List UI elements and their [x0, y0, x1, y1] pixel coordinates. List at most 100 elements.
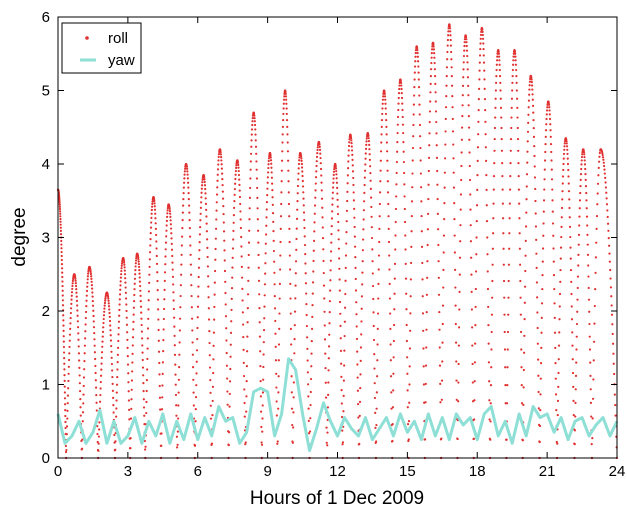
roll-point: [329, 259, 332, 262]
roll-point: [336, 212, 340, 216]
roll-point: [340, 402, 343, 405]
roll-point: [248, 229, 251, 232]
roll-point: [446, 58, 449, 61]
roll-point: [462, 54, 466, 58]
roll-point: [161, 384, 164, 387]
roll-point: [141, 337, 144, 340]
roll-point: [89, 270, 92, 274]
roll-point: [277, 391, 280, 394]
roll-point: [297, 172, 300, 175]
roll-point: [83, 344, 86, 347]
roll-point: [195, 384, 198, 387]
roll-point: [286, 141, 289, 144]
roll-point: [254, 128, 257, 131]
roll-point: [166, 212, 169, 215]
roll-point: [471, 326, 474, 329]
roll-point: [207, 275, 210, 278]
roll-point: [586, 233, 589, 236]
roll-point: [558, 292, 562, 296]
roll-point: [518, 217, 521, 220]
roll-point: [356, 350, 359, 353]
roll-point: [207, 307, 210, 310]
roll-point: [314, 196, 317, 199]
roll-point: [498, 55, 501, 58]
roll-point: [342, 379, 346, 382]
roll-point: [284, 92, 287, 95]
roll-point: [553, 287, 556, 291]
roll-point: [418, 94, 421, 97]
roll-point: [442, 268, 445, 271]
roll-point: [63, 362, 66, 365]
roll-point: [99, 380, 102, 384]
roll-point: [611, 342, 615, 345]
roll-point: [137, 260, 140, 263]
roll-point: [384, 102, 387, 105]
roll-point: [71, 284, 74, 288]
roll-point: [110, 356, 113, 359]
roll-point: [100, 351, 104, 354]
roll-point: [584, 167, 587, 171]
roll-point: [394, 248, 397, 251]
roll-point: [201, 181, 204, 184]
x-axis-label: Hours of 1 Dec 2009: [250, 488, 424, 509]
roll-point: [494, 116, 497, 119]
roll-point: [240, 255, 243, 258]
roll-point: [562, 152, 566, 156]
roll-point: [452, 186, 456, 189]
roll-point: [567, 168, 570, 172]
roll-point: [516, 137, 520, 141]
roll-point: [608, 260, 611, 263]
roll-point: [502, 263, 505, 266]
roll-point: [312, 249, 315, 252]
roll-point: [196, 326, 199, 330]
roll-point: [395, 183, 398, 186]
roll-point: [145, 411, 148, 415]
roll-point: [303, 226, 306, 230]
roll-point: [203, 176, 206, 179]
roll-point: [186, 167, 189, 170]
roll-point: [461, 84, 465, 87]
roll-point: [226, 390, 229, 393]
roll-point: [361, 271, 364, 274]
roll-point: [347, 167, 350, 170]
roll-point: [205, 215, 208, 218]
roll-point: [67, 365, 70, 368]
roll-point: [445, 66, 449, 69]
roll-point: [449, 30, 452, 33]
roll-point: [177, 417, 180, 420]
roll-point: [608, 244, 611, 247]
roll-point: [99, 393, 102, 397]
roll-point: [570, 292, 573, 296]
roll-point: [439, 382, 442, 385]
roll-point: [191, 353, 194, 356]
roll-point: [509, 149, 512, 152]
roll-point: [449, 44, 453, 47]
roll-point: [176, 446, 179, 449]
roll-point: [86, 285, 89, 288]
roll-point: [557, 358, 560, 361]
roll-point: [336, 205, 339, 208]
roll-point: [539, 393, 542, 396]
roll-point: [281, 125, 285, 128]
roll-point: [363, 176, 366, 179]
roll-point: [151, 202, 154, 205]
roll-point: [159, 408, 162, 411]
roll-point: [463, 44, 466, 48]
roll-point: [575, 348, 578, 351]
roll-point: [433, 52, 436, 55]
roll-point: [565, 145, 569, 148]
roll-point: [469, 224, 472, 227]
roll-point: [112, 396, 115, 400]
roll-point: [501, 202, 504, 205]
roll-point: [411, 159, 414, 162]
roll-point: [538, 440, 541, 444]
roll-point: [393, 323, 396, 327]
roll-point: [498, 68, 501, 72]
roll-point: [305, 303, 308, 306]
roll-point: [427, 183, 430, 186]
roll-point: [143, 414, 146, 417]
roll-point: [178, 329, 181, 332]
roll-point: [249, 160, 252, 163]
roll-point: [59, 229, 63, 232]
roll-point: [186, 173, 189, 176]
